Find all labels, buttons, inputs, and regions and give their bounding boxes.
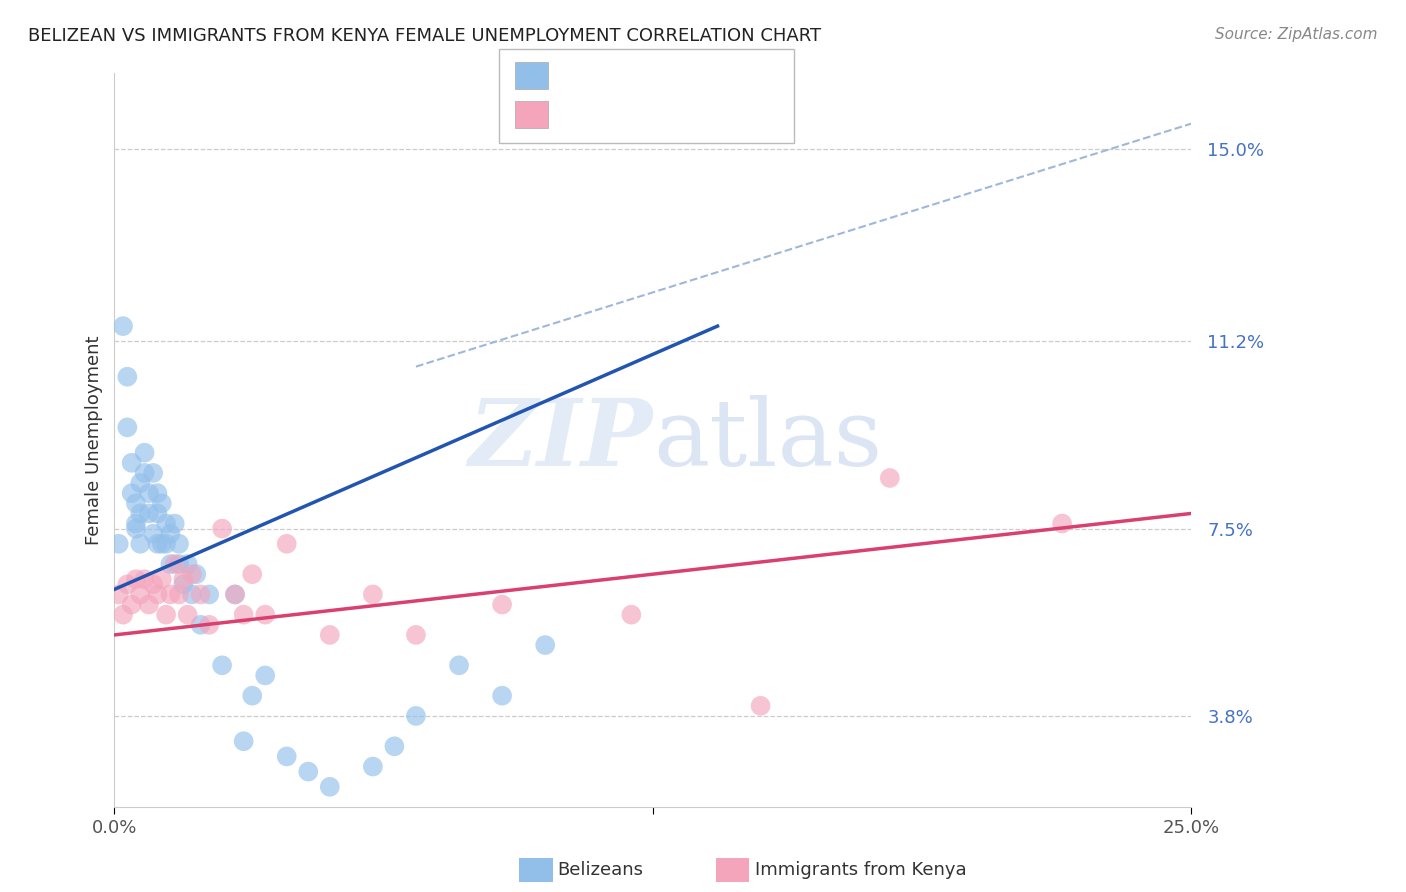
Y-axis label: Female Unemployment: Female Unemployment — [86, 335, 103, 545]
Text: R =: R = — [554, 104, 593, 122]
Point — [186, 567, 208, 582]
Point — [276, 749, 298, 764]
Point — [146, 486, 169, 500]
Point — [112, 607, 135, 622]
Point — [211, 658, 233, 673]
Point — [121, 486, 143, 500]
Text: ZIP: ZIP — [468, 395, 652, 485]
Text: atlas: atlas — [652, 395, 882, 485]
Point — [129, 537, 152, 551]
Point — [211, 522, 233, 536]
Point — [405, 628, 427, 642]
Point — [361, 759, 384, 773]
Point — [181, 567, 204, 582]
Point — [146, 537, 169, 551]
Point — [125, 572, 148, 586]
Point — [491, 598, 513, 612]
Text: R =: R = — [554, 66, 593, 84]
Point — [142, 526, 165, 541]
Point — [319, 780, 342, 794]
Text: 0.233: 0.233 — [581, 66, 637, 84]
Point — [276, 537, 298, 551]
Text: 34: 34 — [664, 104, 689, 122]
Point — [134, 445, 156, 459]
Point — [620, 607, 643, 622]
Point — [176, 607, 198, 622]
Point — [159, 587, 181, 601]
Text: 0.320: 0.320 — [581, 104, 637, 122]
Point — [384, 739, 406, 754]
Point — [121, 456, 143, 470]
Point — [232, 607, 254, 622]
Point — [190, 587, 212, 601]
Point — [155, 516, 177, 531]
Point — [129, 476, 152, 491]
Point — [1050, 516, 1073, 531]
Point — [150, 537, 173, 551]
Point — [142, 577, 165, 591]
Point — [155, 537, 177, 551]
Point — [117, 577, 139, 591]
Point — [181, 587, 204, 601]
Point — [134, 572, 156, 586]
Point — [172, 572, 194, 586]
Point — [176, 557, 198, 571]
Point — [146, 507, 169, 521]
Text: 50: 50 — [664, 66, 689, 84]
Point — [198, 587, 221, 601]
Point — [534, 638, 557, 652]
Point — [159, 557, 181, 571]
Point — [232, 734, 254, 748]
Point — [138, 486, 160, 500]
Point — [117, 369, 139, 384]
Point — [198, 617, 221, 632]
Point — [138, 598, 160, 612]
Point — [163, 557, 186, 571]
Text: N =: N = — [637, 104, 676, 122]
Point — [405, 709, 427, 723]
Point — [125, 522, 148, 536]
Point — [125, 516, 148, 531]
Point — [167, 537, 190, 551]
Text: BELIZEAN VS IMMIGRANTS FROM KENYA FEMALE UNEMPLOYMENT CORRELATION CHART: BELIZEAN VS IMMIGRANTS FROM KENYA FEMALE… — [28, 27, 821, 45]
Point — [319, 628, 342, 642]
Point — [112, 319, 135, 334]
Point — [172, 577, 194, 591]
Point — [150, 572, 173, 586]
Text: Source: ZipAtlas.com: Source: ZipAtlas.com — [1215, 27, 1378, 42]
Point — [749, 698, 772, 713]
Point — [224, 587, 246, 601]
Point — [146, 587, 169, 601]
Point — [121, 598, 143, 612]
Text: Immigrants from Kenya: Immigrants from Kenya — [755, 861, 967, 879]
Point — [159, 526, 181, 541]
Point — [491, 689, 513, 703]
Point — [361, 587, 384, 601]
Text: N =: N = — [637, 66, 676, 84]
Point — [107, 537, 129, 551]
Point — [879, 471, 901, 485]
Point — [297, 764, 319, 779]
Point — [129, 507, 152, 521]
Point — [224, 587, 246, 601]
Point — [163, 516, 186, 531]
Point — [167, 587, 190, 601]
Text: Belizeans: Belizeans — [557, 861, 643, 879]
Point — [447, 658, 470, 673]
Point — [254, 668, 277, 682]
Point — [254, 607, 277, 622]
Point — [125, 496, 148, 510]
Point — [107, 587, 129, 601]
Point — [117, 420, 139, 434]
Point — [240, 689, 263, 703]
Point — [134, 466, 156, 480]
Point — [138, 507, 160, 521]
Point — [167, 557, 190, 571]
Point — [240, 567, 263, 582]
Point — [142, 466, 165, 480]
Point — [190, 617, 212, 632]
Point — [129, 587, 152, 601]
Point — [155, 607, 177, 622]
Point — [150, 496, 173, 510]
